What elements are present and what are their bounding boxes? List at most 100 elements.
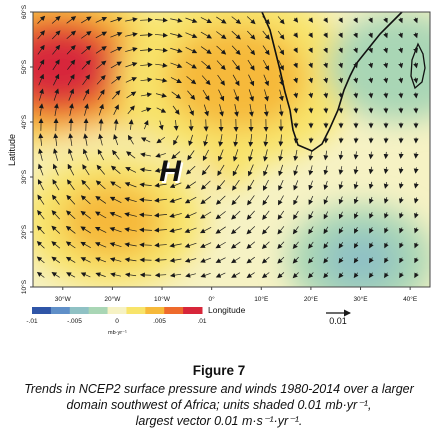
wind-vector-307 (353, 181, 359, 190)
reference-vector-label: 0.01 (329, 316, 347, 326)
wind-vector-330 (308, 195, 314, 205)
wind-vector-352 (246, 210, 255, 220)
wind-vector-10 (185, 17, 198, 23)
wind-vector-161 (113, 104, 119, 115)
wind-vector-446 (95, 272, 106, 278)
wind-vector-40 (247, 30, 256, 40)
wind-vector-4 (95, 16, 108, 23)
wind-vector-361 (384, 212, 389, 219)
wind-vector-399 (169, 242, 182, 248)
wind-vector-253 (323, 150, 329, 161)
wind-vector-319 (139, 197, 152, 203)
wind-vector-451 (169, 272, 182, 278)
wind-vector-129 (413, 77, 419, 84)
wind-vector-379 (261, 226, 270, 235)
wind-vector-350 (215, 211, 226, 220)
wind-vector-24 (398, 17, 403, 24)
wind-vector-293 (139, 182, 152, 188)
wind-vector-26 (37, 30, 45, 40)
wind-vector-257 (383, 151, 389, 160)
wind-vector-102 (398, 62, 404, 69)
wind-vector-165 (172, 105, 180, 115)
wind-vector-255 (353, 151, 359, 160)
wind-vector-284 (398, 167, 404, 174)
wind-vector-322 (184, 196, 197, 204)
wind-vector-237 (82, 148, 89, 161)
wind-vector-34 (154, 32, 168, 38)
wind-vector-58 (125, 47, 138, 52)
wind-vector-6 (125, 17, 138, 23)
wind-vector-65 (231, 45, 241, 56)
wind-vector-164 (156, 107, 167, 113)
wind-vector-406 (277, 241, 285, 250)
wind-vector-122 (308, 77, 313, 84)
wind-vector-263 (82, 164, 90, 176)
wind-vector-310 (398, 182, 404, 189)
wind-vector-423 (139, 257, 152, 263)
wind-vector-133 (83, 88, 90, 101)
y-tick-label-5: 60°S (20, 4, 28, 19)
wind-vector-450 (154, 272, 167, 278)
wind-vector-348 (184, 212, 197, 219)
wind-vector-45 (323, 32, 328, 39)
wind-vector-25 (413, 17, 418, 24)
wind-vector-162 (127, 105, 135, 115)
wind-vector-107 (82, 74, 91, 86)
x-tick-label-3: 0° (209, 295, 216, 303)
wind-vector-266 (125, 167, 137, 173)
wind-vector-462 (338, 272, 344, 279)
x-tick-label-1: 20°W (104, 295, 121, 303)
wind-vector-246 (217, 149, 224, 162)
wind-vector-132 (68, 88, 75, 101)
wind-vector-2 (66, 16, 77, 24)
wind-vector-281 (353, 166, 359, 175)
high-pressure-marker: H H (159, 155, 184, 190)
wind-vector-46 (338, 32, 343, 39)
y-tick-label-4: 50°S (20, 59, 28, 74)
wind-vector-385 (354, 226, 359, 234)
wind-vector-340 (66, 210, 76, 220)
wind-vector-412 (369, 242, 374, 249)
wind-vector-333 (353, 196, 359, 205)
wind-vector-9 (170, 17, 183, 23)
wind-vector-15 (262, 16, 271, 25)
wind-vector-397 (139, 242, 152, 248)
wind-vector-235 (53, 148, 58, 161)
wind-vector-136 (126, 91, 137, 99)
wind-vector-375 (199, 226, 212, 234)
wind-vector-240 (126, 151, 136, 159)
wind-vector-82 (96, 60, 107, 70)
wind-vector-28 (66, 30, 77, 40)
wind-vector-41 (262, 30, 270, 40)
wind-vector-39 (231, 30, 241, 40)
wind-vector-328 (277, 195, 284, 206)
wind-vector-189 (143, 119, 149, 130)
wind-vector-51 (413, 32, 418, 39)
wind-vector-272 (217, 164, 225, 176)
y-tick-label-2: 30°S (20, 169, 28, 184)
wind-vector-288 (66, 179, 75, 191)
wind-vector-320 (154, 197, 167, 203)
wind-vector-187 (113, 118, 119, 131)
wind-vector-317 (109, 196, 122, 203)
wind-vector-405 (261, 241, 270, 249)
colorbar-swatch-8 (183, 307, 203, 314)
wind-vector-42 (277, 30, 285, 40)
colorbar: -.01 -.005 0 .005 .01 mb·yr⁻¹ (26, 307, 207, 336)
wind-vector-169 (233, 104, 239, 117)
wind-vector-378 (246, 226, 256, 235)
wind-vector-308 (368, 181, 374, 190)
colorbar-swatch-5 (126, 307, 146, 314)
wind-vector-38 (216, 31, 227, 40)
wind-vector-144 (248, 89, 254, 102)
wind-vector-402 (215, 241, 226, 249)
wind-vector-50 (398, 32, 403, 39)
wind-vector-429 (230, 257, 241, 264)
wind-vector-3 (81, 16, 92, 24)
wind-vector-190 (158, 120, 164, 131)
high-pressure-shadow: H (161, 157, 184, 190)
wind-vector-457 (261, 272, 270, 279)
wind-vector-366 (65, 225, 76, 234)
wind-vector-313 (51, 194, 60, 205)
wind-vector-103 (413, 62, 419, 69)
